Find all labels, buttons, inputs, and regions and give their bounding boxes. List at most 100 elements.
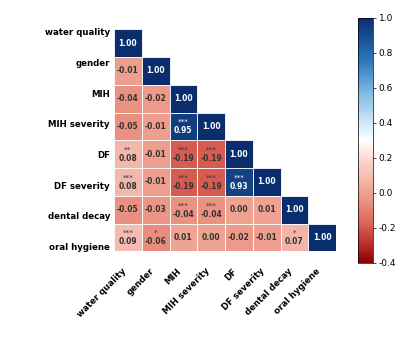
Bar bbox=[114, 223, 142, 251]
Text: dental decay: dental decay bbox=[48, 213, 110, 221]
Text: -0.01: -0.01 bbox=[256, 233, 278, 242]
Bar bbox=[114, 29, 142, 57]
Text: -0.06: -0.06 bbox=[145, 237, 166, 246]
Text: 0.08: 0.08 bbox=[118, 182, 137, 191]
Bar bbox=[170, 113, 197, 140]
Text: -0.05: -0.05 bbox=[117, 205, 139, 214]
Bar bbox=[170, 223, 197, 251]
Text: gender: gender bbox=[76, 59, 110, 68]
Text: oral hygiene: oral hygiene bbox=[273, 267, 322, 316]
Bar bbox=[142, 57, 170, 85]
Text: DF: DF bbox=[224, 267, 239, 282]
Text: 0.07: 0.07 bbox=[285, 237, 304, 246]
Bar bbox=[142, 140, 170, 168]
Bar bbox=[197, 223, 225, 251]
Text: MIH severity: MIH severity bbox=[161, 267, 211, 316]
Text: 0.95: 0.95 bbox=[174, 126, 193, 136]
Text: -0.01: -0.01 bbox=[145, 178, 166, 186]
Text: -0.04: -0.04 bbox=[172, 210, 194, 219]
Text: 0.01: 0.01 bbox=[174, 233, 193, 242]
Bar bbox=[253, 196, 280, 223]
Bar bbox=[280, 196, 308, 223]
Bar bbox=[253, 223, 280, 251]
Bar bbox=[114, 140, 142, 168]
Text: 1.00: 1.00 bbox=[230, 150, 248, 159]
Text: *: * bbox=[154, 230, 158, 236]
Bar bbox=[280, 223, 308, 251]
Bar bbox=[253, 168, 280, 196]
Text: ***: *** bbox=[206, 174, 216, 180]
Bar bbox=[197, 113, 225, 140]
Bar bbox=[170, 140, 197, 168]
Text: 1.00: 1.00 bbox=[285, 205, 304, 214]
Bar bbox=[114, 113, 142, 140]
Text: -0.19: -0.19 bbox=[172, 154, 194, 163]
Text: dental decay: dental decay bbox=[244, 267, 294, 317]
Text: DF severity: DF severity bbox=[54, 182, 110, 191]
Text: 0.01: 0.01 bbox=[257, 205, 276, 214]
Bar bbox=[114, 85, 142, 113]
Bar bbox=[142, 85, 170, 113]
Text: 0.00: 0.00 bbox=[202, 233, 220, 242]
Text: ***: *** bbox=[206, 147, 216, 153]
Text: ***: *** bbox=[122, 174, 133, 180]
Bar bbox=[142, 168, 170, 196]
Text: -0.01: -0.01 bbox=[145, 150, 166, 159]
Text: ***: *** bbox=[234, 174, 244, 180]
Text: -0.02: -0.02 bbox=[228, 233, 250, 242]
Bar bbox=[142, 113, 170, 140]
Text: -0.19: -0.19 bbox=[200, 182, 222, 191]
Bar bbox=[114, 57, 142, 85]
Text: MIH: MIH bbox=[91, 90, 110, 99]
Text: gender: gender bbox=[125, 267, 156, 297]
Bar bbox=[170, 196, 197, 223]
Text: 1.00: 1.00 bbox=[202, 122, 220, 131]
Text: 1.00: 1.00 bbox=[146, 66, 165, 76]
Bar bbox=[170, 85, 197, 113]
Text: -0.03: -0.03 bbox=[145, 205, 166, 214]
Text: -0.01: -0.01 bbox=[117, 66, 139, 76]
Text: MIH severity: MIH severity bbox=[48, 120, 110, 130]
Text: 1.00: 1.00 bbox=[118, 39, 137, 48]
Bar bbox=[114, 196, 142, 223]
Bar bbox=[170, 168, 197, 196]
Text: 1.00: 1.00 bbox=[174, 94, 193, 103]
Text: 0.00: 0.00 bbox=[230, 205, 248, 214]
Bar bbox=[225, 168, 253, 196]
Text: oral hygiene: oral hygiene bbox=[49, 243, 110, 252]
Text: -0.02: -0.02 bbox=[145, 94, 166, 103]
Text: MIH: MIH bbox=[164, 267, 183, 286]
Bar bbox=[225, 223, 253, 251]
Text: 0.93: 0.93 bbox=[230, 182, 248, 191]
Text: ***: *** bbox=[122, 230, 133, 236]
Bar bbox=[114, 168, 142, 196]
Bar bbox=[142, 196, 170, 223]
Bar bbox=[225, 140, 253, 168]
Text: 1.00: 1.00 bbox=[313, 233, 332, 242]
Text: DF: DF bbox=[97, 151, 110, 160]
Text: water quality: water quality bbox=[76, 267, 128, 319]
Text: -0.04: -0.04 bbox=[117, 94, 139, 103]
Text: water quality: water quality bbox=[45, 29, 110, 37]
Text: ***: *** bbox=[178, 119, 189, 125]
Text: ***: *** bbox=[206, 202, 216, 208]
Text: 0.09: 0.09 bbox=[118, 237, 137, 246]
Text: DF severity: DF severity bbox=[221, 267, 267, 312]
Text: ***: *** bbox=[178, 174, 189, 180]
Text: **: ** bbox=[124, 147, 132, 153]
Text: 1.00: 1.00 bbox=[257, 178, 276, 186]
Text: -0.04: -0.04 bbox=[200, 210, 222, 219]
Text: -0.01: -0.01 bbox=[145, 122, 166, 131]
Text: -0.05: -0.05 bbox=[117, 122, 139, 131]
Text: -0.19: -0.19 bbox=[200, 154, 222, 163]
Bar bbox=[197, 196, 225, 223]
Text: ***: *** bbox=[178, 202, 189, 208]
Text: ***: *** bbox=[178, 147, 189, 153]
Bar bbox=[197, 140, 225, 168]
Text: -0.19: -0.19 bbox=[172, 182, 194, 191]
Bar bbox=[142, 223, 170, 251]
Text: 0.08: 0.08 bbox=[118, 154, 137, 163]
Text: *: * bbox=[292, 230, 296, 236]
Bar bbox=[225, 196, 253, 223]
Bar bbox=[308, 223, 336, 251]
